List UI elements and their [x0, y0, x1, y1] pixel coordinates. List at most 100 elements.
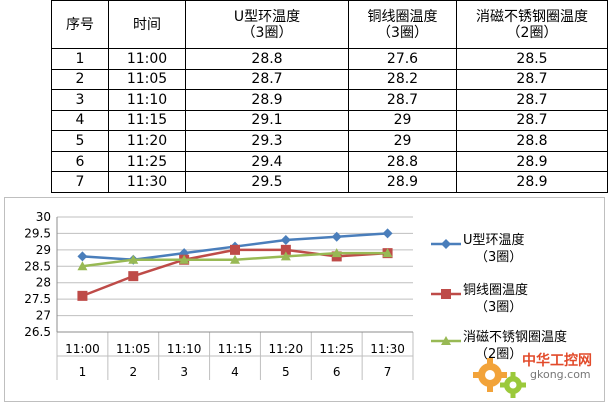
- legend-swatch-marker-copper-coil: [441, 289, 451, 299]
- data-point-steel-ring: [331, 248, 342, 258]
- cell-time: 11:05: [108, 68, 186, 91]
- header-time: 时间: [108, 0, 186, 49]
- legend-swatch-marker-steel-ring: [441, 336, 451, 345]
- cell-steel-ring: 28.7: [456, 89, 608, 111]
- data-point-u-ring: [280, 235, 291, 245]
- x-tick-label: 11:00: [65, 342, 100, 356]
- cell-copper-coil: 28.7: [348, 89, 457, 111]
- x-subtick-label: 3: [180, 365, 188, 379]
- table-header-row: 序号 时间 U型环温度 （3圈） 铜线圈温度 （3圈） 消磁不锈钢圈温度 （2圈）: [51, 0, 608, 49]
- data-table: 序号 时间 U型环温度 （3圈） 铜线圈温度 （3圈） 消磁不锈钢圈温度 （2圈） 1…: [51, 0, 608, 193]
- cell-copper-coil: 28.2: [348, 68, 457, 91]
- data-point-copper-coil: [280, 244, 291, 255]
- header-u-ring: U型环温度 （3圈）: [185, 0, 349, 49]
- x-tick-label: 11:15: [218, 342, 253, 356]
- legend-sublabel-steel-ring: （2圈）: [475, 347, 523, 362]
- legend-item-steel-ring: 消磁不锈钢圈温度 （2圈）: [429, 329, 567, 363]
- cell-time: 11:10: [108, 89, 186, 111]
- legend-label-copper-coil: 铜线圈温度: [463, 283, 529, 298]
- cell-u-ring: 29.1: [185, 109, 349, 132]
- cell-steel-ring: 28.8: [456, 130, 608, 152]
- y-tick-label: 29: [36, 243, 51, 257]
- table-row: 5 11:20 29.3 29 28.8: [51, 130, 608, 152]
- data-point-u-ring: [382, 228, 393, 239]
- table-row: 4 11:15 29.1 29 28.7: [51, 109, 608, 132]
- cell-index: 5: [51, 130, 109, 152]
- x-tick-label: 11:30: [370, 342, 405, 356]
- legend-item-u-ring: U型环温度 （3圈）: [429, 232, 525, 266]
- cell-copper-coil: 28.8: [348, 150, 457, 173]
- line-chart: 26.5 27 27.5 28 28.5 29 29.5 30 11:00 1 11:05 2 11:1…: [24, 210, 461, 380]
- y-tick-label: 28.5: [24, 259, 51, 273]
- cell-index: 4: [51, 109, 109, 132]
- x-tick-label: 11:10: [167, 342, 202, 356]
- cell-index: 3: [51, 89, 109, 111]
- legend-item-copper-coil: 铜线圈温度 （3圈）: [429, 282, 528, 316]
- data-point-steel-ring: [128, 254, 139, 264]
- watermark-domain: gkong.com: [530, 368, 591, 381]
- legend-label-steel-ring: 消磁不锈钢圈温度: [463, 330, 568, 345]
- legend-sublabel-u-ring: （3圈）: [475, 250, 523, 265]
- cell-time: 11:15: [108, 109, 186, 132]
- cell-copper-coil: 28.9: [348, 171, 457, 193]
- header-index: 序号: [51, 0, 109, 49]
- x-tick-label: 11:20: [269, 342, 304, 356]
- data-point-copper-coil: [230, 244, 240, 255]
- cell-steel-ring: 28.9: [456, 171, 608, 193]
- y-tick-label: 30: [36, 210, 51, 224]
- x-tick-label: 11:25: [319, 342, 354, 356]
- cell-u-ring: 29.5: [185, 171, 349, 193]
- x-subtick-label: 2: [129, 365, 137, 379]
- y-tick-label: 27: [36, 309, 51, 323]
- table-body: 1 11:00 28.8 27.6 28.5 2 11:05 28.7 28.2 28.7 3 11:…: [51, 48, 608, 193]
- cell-copper-coil: 29: [348, 130, 457, 152]
- x-tick-label: 11:05: [116, 342, 151, 356]
- cell-steel-ring: 28.5: [456, 48, 608, 70]
- y-tick-label: 28: [36, 276, 51, 290]
- data-point-copper-coil: [128, 271, 139, 282]
- cell-time: 11:20: [108, 130, 186, 152]
- table-row: 6 11:25 29.4 28.8 28.9: [51, 150, 608, 173]
- watermark-text: 中华工控网: [522, 353, 592, 369]
- cell-copper-coil: 27.6: [348, 48, 457, 70]
- table-row: 1 11:00 28.8 27.6 28.5: [51, 48, 608, 70]
- x-subtick-label: 1: [79, 365, 87, 379]
- cell-index: 1: [51, 48, 109, 70]
- data-point-steel-ring: [382, 248, 393, 258]
- data-point-copper-coil: [77, 290, 88, 301]
- cell-index: 7: [51, 171, 109, 193]
- legend-sublabel-copper-coil: （3圈）: [475, 300, 523, 315]
- cell-copper-coil: 29: [348, 109, 457, 132]
- data-point-steel-ring: [179, 254, 190, 264]
- x-subtick-label: 5: [282, 365, 290, 379]
- data-point-steel-ring: [77, 261, 88, 271]
- cell-time: 11:00: [108, 48, 186, 70]
- gear-icon: [473, 358, 526, 398]
- cell-time: 11:30: [108, 171, 186, 193]
- cell-index: 6: [51, 150, 109, 173]
- data-point-u-ring: [77, 251, 88, 262]
- legend-swatch-marker-u-ring: [441, 239, 451, 249]
- legend-label-u-ring: U型环温度: [463, 233, 525, 248]
- cell-steel-ring: 28.9: [456, 150, 608, 173]
- y-tick-label: 29.5: [24, 226, 51, 240]
- x-subtick-label: 7: [384, 365, 392, 379]
- cell-steel-ring: 28.7: [456, 109, 608, 132]
- x-subtick-label: 6: [333, 365, 341, 379]
- data-point-u-ring: [331, 231, 342, 242]
- cell-u-ring: 28.9: [185, 89, 349, 111]
- chart-area: 26.5 27 27.5 28 28.5 29 29.5 30 11:00 1 11:05 2 11:1…: [4, 197, 605, 402]
- x-subtick-label: 4: [231, 365, 239, 379]
- cell-steel-ring: 28.7: [456, 68, 608, 91]
- watermark-logo: 中华工控网 gkong.com: [470, 345, 608, 403]
- cell-u-ring: 28.7: [185, 68, 349, 91]
- cell-u-ring: 29.4: [185, 150, 349, 173]
- data-point-steel-ring: [230, 254, 240, 264]
- table-row: 7 11:30 29.5 28.9 28.9: [51, 171, 608, 193]
- table-row: 2 11:05 28.7 28.2 28.7: [51, 68, 608, 91]
- header-steel-ring: 消磁不锈钢圈温度 （2圈）: [456, 0, 608, 49]
- cell-u-ring: 28.8: [185, 48, 349, 70]
- cell-time: 11:25: [108, 150, 186, 173]
- cell-index: 2: [51, 68, 109, 91]
- y-tick-label: 27.5: [24, 292, 51, 306]
